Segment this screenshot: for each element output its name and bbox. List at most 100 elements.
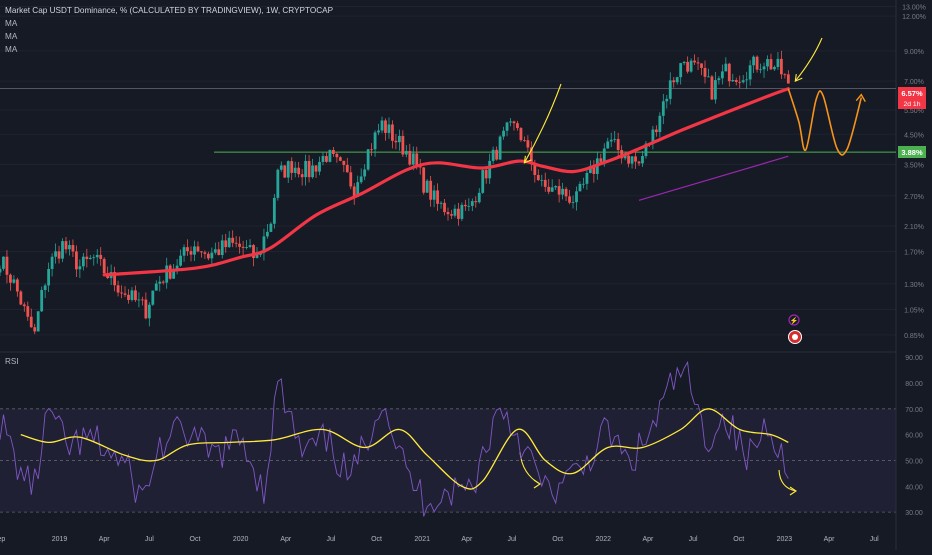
candle[interactable] <box>276 169 279 201</box>
candle[interactable] <box>40 287 43 312</box>
candle-body <box>322 156 325 162</box>
candle-body <box>58 251 61 258</box>
candle[interactable] <box>460 202 463 221</box>
candle[interactable] <box>711 75 714 100</box>
candle[interactable] <box>103 257 106 275</box>
indicator-ma-2[interactable]: MA <box>5 32 18 41</box>
candle-body <box>471 201 474 206</box>
candle-body <box>693 61 696 63</box>
candle-body <box>103 259 106 273</box>
candle-body <box>238 244 241 247</box>
price-tick-label: 1.70% <box>904 249 924 256</box>
bar-countdown: 2d 1h <box>903 101 920 108</box>
candle[interactable] <box>329 149 332 162</box>
candle-body <box>242 247 245 248</box>
support-level-value: 3.88% <box>901 148 923 157</box>
rsi-pane-title[interactable]: RSI <box>5 357 19 366</box>
candle[interactable] <box>422 167 425 195</box>
candle-body <box>26 306 29 317</box>
candle-body <box>294 168 297 173</box>
candle[interactable] <box>283 165 286 178</box>
candle-body <box>9 275 12 283</box>
candle-body <box>613 139 616 140</box>
time-tick-label: Jul <box>326 536 335 543</box>
indicator-ma-3[interactable]: MA <box>5 45 18 54</box>
candle-body <box>697 62 700 63</box>
candle-body <box>51 257 54 269</box>
candle-body <box>329 150 332 162</box>
candle-body <box>575 191 578 202</box>
candle-body <box>415 153 418 165</box>
candle-body <box>207 254 210 259</box>
candle[interactable] <box>19 290 22 305</box>
candle-body <box>457 209 460 219</box>
candle-body <box>395 141 398 142</box>
candle[interactable] <box>426 179 429 193</box>
price-tick-label: 12.00% <box>902 14 926 21</box>
rsi-tick-label: 40.00 <box>905 484 923 491</box>
candle[interactable] <box>2 256 5 271</box>
candle-body <box>398 136 401 142</box>
support-level-badge[interactable]: 3.88% <box>898 146 926 158</box>
candle-body <box>606 141 609 148</box>
candle-body <box>162 282 165 283</box>
candle-body <box>37 311 40 331</box>
candle-body <box>360 176 363 182</box>
candle[interactable] <box>499 135 502 160</box>
candle-body <box>92 257 95 258</box>
candle-body <box>467 206 470 207</box>
candle-body <box>523 140 526 141</box>
candle-body <box>749 65 752 79</box>
candle-body <box>551 187 554 191</box>
candle-body <box>217 249 220 255</box>
rsi-tick-label: 80.00 <box>905 381 923 388</box>
candle[interactable] <box>520 127 523 142</box>
candle-body <box>141 300 144 301</box>
candle-body <box>54 251 57 256</box>
candle-body <box>197 246 200 251</box>
candle-body <box>23 305 26 307</box>
chart-title[interactable]: Market Cap USDT Dominance, % (CALCULATED… <box>5 6 334 15</box>
candle-body <box>6 257 9 275</box>
candle[interactable] <box>151 291 154 306</box>
indicator-ma-1[interactable]: MA <box>5 19 18 28</box>
candle-body <box>165 266 168 283</box>
candle-body <box>273 198 276 224</box>
candle-body <box>554 186 557 187</box>
candle-body <box>450 214 453 216</box>
candle-body <box>499 137 502 160</box>
candle-body <box>0 269 1 273</box>
candle-body <box>370 149 373 150</box>
candle-body <box>759 69 762 70</box>
candle[interactable] <box>367 149 370 171</box>
candle-body <box>488 161 491 178</box>
candle-body <box>561 189 564 195</box>
candle-body <box>290 161 293 173</box>
candle-body <box>735 80 738 82</box>
candle-body <box>203 252 206 253</box>
candle-body <box>335 154 338 157</box>
candle[interactable] <box>481 168 484 194</box>
candle-body <box>12 279 15 282</box>
candle-body <box>19 292 22 305</box>
current-price-badge[interactable]: 6.57% 2d 1h <box>898 87 926 109</box>
candle-body <box>690 61 693 72</box>
candle-body <box>502 131 505 137</box>
rsi-tick-label: 70.00 <box>905 407 923 414</box>
candle-body <box>301 174 304 177</box>
candle-body <box>603 149 606 162</box>
candle-body <box>151 291 154 305</box>
candle-body <box>676 77 679 82</box>
candle[interactable] <box>273 194 276 229</box>
candle-body <box>454 209 457 216</box>
candle[interactable] <box>61 238 64 262</box>
candle-body <box>304 161 307 177</box>
candle-body <box>127 295 130 300</box>
candle[interactable] <box>37 311 40 331</box>
candle-body <box>384 120 387 132</box>
candle-body <box>662 101 665 116</box>
price-tick-label: 1.30% <box>904 282 924 289</box>
candle-body <box>346 165 349 172</box>
candle-body <box>186 247 189 251</box>
